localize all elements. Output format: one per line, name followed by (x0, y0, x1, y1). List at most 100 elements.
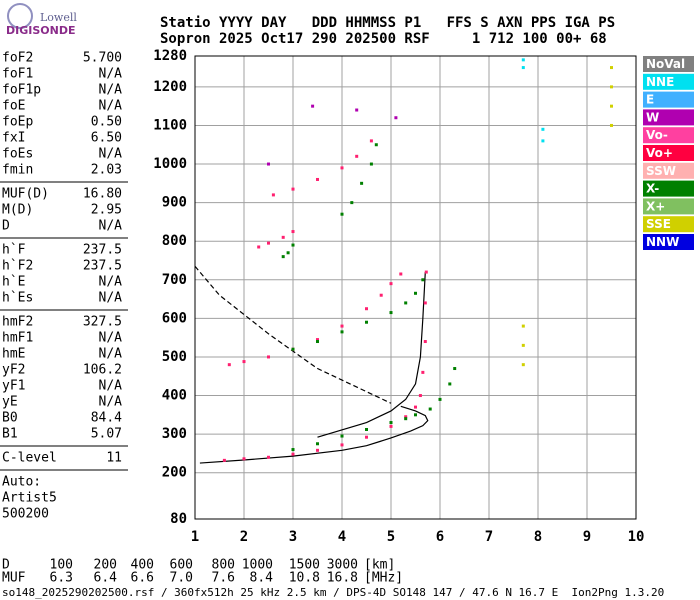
echo-point (389, 311, 393, 315)
footer-unit: [MHz] (364, 571, 403, 586)
echo-point (610, 66, 613, 70)
echo-point (291, 347, 295, 351)
echo-point (286, 251, 290, 255)
param-value: 327.5 (83, 315, 122, 330)
echo-point (379, 293, 383, 297)
y-tick-label: 600 (162, 310, 187, 326)
x-tick-label: 1 (191, 529, 199, 545)
y-tick-label: 800 (162, 233, 187, 249)
param-value: 5.07 (91, 427, 122, 442)
echo-point (316, 177, 319, 181)
echo-point (414, 405, 417, 409)
logo-ring (7, 3, 33, 29)
y-tick-label: 900 (162, 195, 187, 211)
footer-value: 6.4 (94, 571, 118, 586)
echo-point (610, 85, 613, 89)
echo-point (340, 443, 344, 447)
echo-point (271, 193, 275, 197)
echo-point (350, 201, 354, 205)
echo-point (414, 291, 417, 295)
echo-point (421, 370, 425, 374)
echo-point (365, 427, 368, 431)
param-label: C-level (2, 451, 57, 466)
param-value: N/A (99, 347, 123, 362)
footer-value: 7.0 (170, 571, 193, 586)
y-tick-label: 1000 (153, 156, 187, 172)
param-label: D (2, 219, 10, 234)
param-value: 2.95 (91, 203, 122, 218)
param-value: 84.4 (91, 411, 122, 426)
legend-label: W (646, 110, 659, 124)
param-value: 5.700 (83, 51, 122, 66)
param-label: yE (2, 395, 18, 410)
echo-point (365, 307, 368, 311)
legend-label: NoVal (646, 57, 685, 71)
param-label: foF1p (2, 83, 41, 98)
param-label: foE (2, 99, 25, 114)
legend-label: X- (646, 182, 659, 196)
echo-point (541, 139, 545, 143)
echo-point (316, 340, 319, 344)
header-line: Statio YYYY DAY DDD HHMMSS P1 FFS S AXN … (160, 15, 615, 31)
footer-value: 100 (50, 558, 73, 573)
param-label: B0 (2, 411, 18, 426)
param-value: N/A (99, 395, 123, 410)
footer-value: 1500 (289, 558, 320, 573)
y-tick-label: 500 (162, 349, 187, 365)
footer-value: 1000 (242, 558, 273, 573)
footer-value: 400 (131, 558, 154, 573)
x-tick-label: 10 (628, 529, 645, 545)
echo-point (610, 104, 613, 108)
auto-line: 500200 (2, 507, 49, 522)
echo-point (227, 363, 231, 367)
param-label: hmE (2, 347, 25, 362)
legend-label: SSW (646, 164, 676, 178)
param-value: N/A (99, 219, 123, 234)
y-tick-label: 300 (162, 426, 187, 442)
echo-point (267, 355, 270, 359)
y-tick-label: 1200 (153, 79, 187, 95)
echo-point (404, 301, 408, 305)
echo-point (291, 452, 295, 456)
echo-point (521, 66, 525, 70)
param-value: 6.50 (91, 131, 122, 146)
x-tick-label: 2 (240, 529, 248, 545)
echo-point (521, 58, 525, 62)
echo-point (421, 278, 425, 282)
param-value: N/A (99, 67, 123, 82)
echo-point (453, 367, 457, 371)
legend-label: NNE (646, 75, 674, 89)
param-label: h`Es (2, 291, 33, 306)
footer-value: 8.4 (250, 571, 274, 586)
param-value: N/A (99, 99, 123, 114)
profile-curve (194, 265, 392, 404)
legend-swatch (643, 180, 694, 197)
echo-point (222, 458, 226, 462)
param-label: foF2 (2, 51, 33, 66)
echo-point (316, 442, 319, 446)
echo-point (418, 394, 422, 398)
echo-point (242, 360, 246, 364)
legend-swatch (643, 73, 694, 90)
echo-point (424, 270, 428, 274)
footer-value: 200 (94, 558, 117, 573)
param-label: yF1 (2, 379, 25, 394)
footer-label: MUF (2, 571, 26, 586)
param-label: foEp (2, 115, 33, 130)
y-tick-label: 200 (162, 465, 187, 481)
y-tick-label: 1100 (153, 117, 187, 133)
footer-unit: [km] (364, 558, 395, 573)
echo-point (438, 397, 442, 401)
legend-swatch (643, 109, 694, 126)
param-value: 106.2 (83, 363, 122, 378)
profile-curve (317, 272, 426, 438)
echo-point (448, 382, 452, 386)
legend-swatch (643, 162, 694, 179)
param-label: M(D) (2, 203, 33, 218)
x-tick-label: 4 (338, 529, 346, 545)
plot-frame (194, 55, 637, 520)
footer-value: 16.8 (327, 571, 358, 586)
echo-point (291, 448, 295, 452)
legend-label: Vo- (646, 128, 668, 142)
